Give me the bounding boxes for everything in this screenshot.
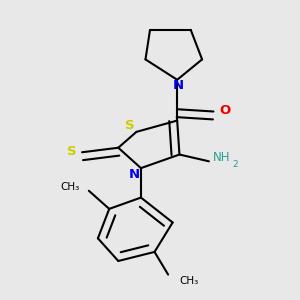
Text: S: S [125, 118, 134, 132]
Text: NH: NH [213, 152, 230, 164]
Text: N: N [129, 168, 140, 182]
Text: CH₃: CH₃ [61, 182, 80, 192]
Text: S: S [67, 145, 77, 158]
Text: 2: 2 [232, 160, 238, 169]
Text: O: O [219, 104, 230, 117]
Text: N: N [173, 79, 184, 92]
Text: CH₃: CH₃ [179, 276, 199, 286]
